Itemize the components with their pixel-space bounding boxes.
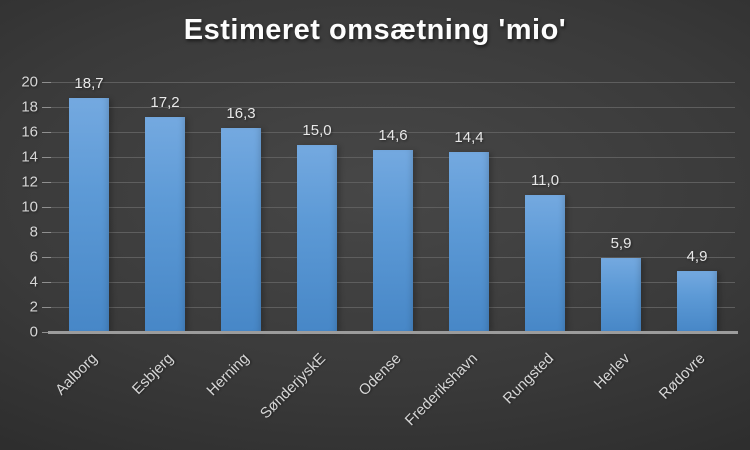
bar-value-label: 18,7 xyxy=(74,75,104,93)
y-axis-tick-mark xyxy=(42,107,51,108)
gridline xyxy=(51,107,735,108)
y-axis-tick-mark xyxy=(42,307,51,308)
y-axis-tick-mark xyxy=(42,182,51,183)
y-axis-tick-marks xyxy=(42,82,51,333)
bar xyxy=(373,149,413,332)
bar-value-label: 14,6 xyxy=(378,126,408,144)
y-axis-tick-mark xyxy=(42,332,51,333)
bar xyxy=(601,258,641,332)
bar-value-label: 16,3 xyxy=(226,105,256,123)
y-axis-tick-label: 20 xyxy=(21,73,38,91)
gridline xyxy=(51,82,735,83)
y-axis-tick-label: 14 xyxy=(21,148,38,166)
y-axis-tick-mark xyxy=(42,282,51,283)
bar-value-label: 4,9 xyxy=(686,247,708,265)
bar xyxy=(221,128,261,332)
bar xyxy=(525,194,565,332)
bar xyxy=(68,98,109,332)
x-axis-category-label: Frederikshavn xyxy=(401,350,482,430)
y-axis-tick-mark xyxy=(42,157,51,158)
plot-area: 18,7 17,2 16,3 15,0 14,6 14,4 11,0 5,9 4,9 xyxy=(51,75,735,332)
x-axis-line xyxy=(48,331,738,334)
bar-value-label: 15,0 xyxy=(302,121,332,139)
x-axis-labels: Aalborg Esbjerg Herning SønderjyskE Odense Fr… xyxy=(51,340,735,450)
y-axis-tick-label: 2 xyxy=(29,298,38,316)
bar-value-label: 5,9 xyxy=(610,235,632,253)
bar xyxy=(144,117,185,332)
x-axis-category-label: Odense xyxy=(355,350,406,400)
y-axis-tick-mark xyxy=(42,257,51,258)
y-axis-tick-label: 8 xyxy=(29,223,38,241)
y-axis-tick-label: 0 xyxy=(29,323,38,341)
y-axis-tick-label: 10 xyxy=(21,198,38,216)
y-axis-tick-mark xyxy=(42,232,51,233)
y-axis: 0 2 4 6 8 10 12 14 16 18 20 xyxy=(0,74,38,341)
bar xyxy=(449,152,489,332)
bar-value-label: 14,4 xyxy=(454,129,484,146)
y-axis-tick-mark xyxy=(42,207,51,208)
x-axis-category-label: Rungsted xyxy=(499,350,558,408)
x-axis-category-label: SønderjyskE xyxy=(256,350,330,423)
y-axis-tick-label: 6 xyxy=(29,248,38,266)
x-axis-category-label: Aalborg xyxy=(52,350,102,399)
x-axis-category-label: Esbjerg xyxy=(129,350,178,398)
y-axis-tick-label: 16 xyxy=(21,123,38,141)
y-axis-tick-label: 18 xyxy=(21,98,38,116)
chart-title: Estimeret omsætning 'mio' xyxy=(183,14,567,46)
bar-value-label: 11,0 xyxy=(530,171,560,189)
y-axis-tick-mark xyxy=(42,132,51,133)
y-axis-tick-label: 4 xyxy=(29,273,38,291)
x-axis-category-label: Rødovre xyxy=(656,350,710,403)
bar xyxy=(297,144,337,332)
x-axis-category-label: Herlev xyxy=(590,350,634,393)
bar-value-label: 17,2 xyxy=(150,94,180,111)
y-axis-tick-mark xyxy=(42,82,51,83)
bar xyxy=(677,270,717,332)
x-axis-category-label: Herning xyxy=(203,350,254,400)
y-axis-tick-label: 12 xyxy=(21,173,38,191)
gridline xyxy=(51,132,735,133)
